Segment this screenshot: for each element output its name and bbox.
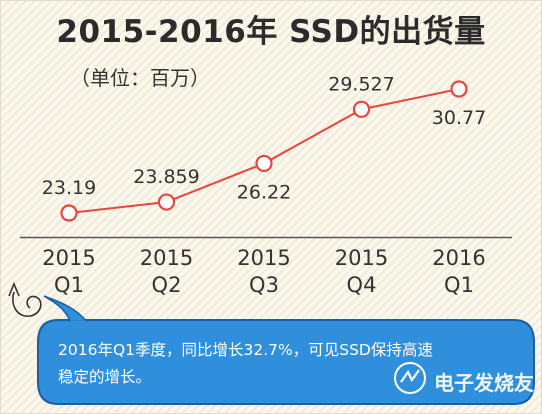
watermark: 电子发烧友 <box>434 371 534 395</box>
note-text-line-2: 稳定的增长。 <box>58 368 152 386</box>
x-tick-label-3-line-2: Q3 <box>249 273 279 297</box>
x-tick-label-5-line-1: 2016 <box>432 246 485 270</box>
data-label-2: 23.859 <box>133 166 199 188</box>
curl-arrow-icon <box>12 291 42 317</box>
x-tick-label-3-line-1: 2015 <box>237 246 290 270</box>
chart-title: 2015-2016年 SSD的出货量 <box>56 14 486 50</box>
x-tick-label-4-line-2: Q4 <box>347 273 377 297</box>
note-bubble <box>37 319 535 405</box>
chart-subtitle: （单位：百万） <box>70 66 210 90</box>
x-tick-label-2-line-2: Q2 <box>152 273 182 297</box>
data-point-5 <box>450 80 468 98</box>
data-label-4: 29.527 <box>328 73 394 95</box>
x-tick-label-4-line-1: 2015 <box>335 246 388 270</box>
note-bubble-tail <box>43 295 88 322</box>
data-point-2 <box>157 193 176 211</box>
x-tick-label-1-line-1: 2015 <box>42 246 95 270</box>
x-tick-label-5-line-2: Q1 <box>444 273 474 297</box>
data-point-3 <box>255 154 273 173</box>
data-point-1 <box>60 204 78 222</box>
data-point-4 <box>352 100 371 118</box>
x-tick-label-2-line-1: 2015 <box>140 246 193 270</box>
data-label-3: 26.22 <box>237 181 291 203</box>
arrow-head-icon <box>8 281 20 297</box>
watermark-logo-wave-icon <box>400 369 420 383</box>
data-label-1: 23.19 <box>42 177 96 199</box>
note-text-line-1: 2016年Q1季度，同比增长32.7%，可见SSD保持高速 <box>58 341 433 359</box>
watermark-logo-icon <box>394 362 426 394</box>
note-text: 2016年Q1季度，同比增长32.7%，可见SSD保持高速 稳定的增长。 <box>58 337 468 391</box>
data-label-5: 30.77 <box>432 107 486 129</box>
x-tick-label-1-line-2: Q1 <box>54 273 84 297</box>
